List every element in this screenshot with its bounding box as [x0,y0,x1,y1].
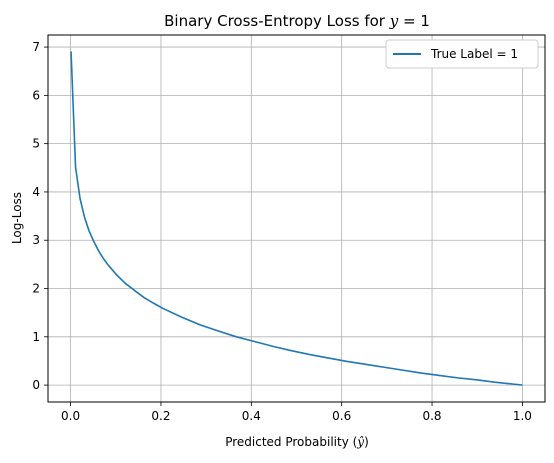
plot-area-frame [47,34,546,403]
y-tick-label: 0 [32,378,40,392]
y-axis-label: Log-Loss [10,192,24,244]
x-tick-label: 0.4 [242,409,261,423]
y-tick-label: 2 [32,282,40,296]
x-axis-label: Predicted Probability (ŷ) [225,435,369,449]
x-tick-label: 1.0 [513,409,532,423]
x-axis: 0.0 0.2 0.4 0.6 0.8 1.0 [61,402,532,423]
y-tick-label: 4 [32,185,40,199]
chart-title: Binary Cross-Entropy Loss for y = 1 [164,12,430,30]
y-tick-label: 6 [32,88,40,102]
legend-box [385,39,539,69]
series-lines [70,51,523,386]
y-axis: 0 1 2 3 4 5 6 7 [32,40,48,392]
y-tick-label: 3 [32,233,40,247]
y-tick-label: 1 [32,330,40,344]
x-tick-label: 0.2 [151,409,170,423]
y-tick-label: 5 [32,137,40,151]
y-tick-label: 7 [32,40,40,54]
legend-label: True Label = 1 [430,47,518,61]
x-tick-label: 0.8 [422,409,441,423]
x-tick-label: 0.6 [332,409,351,423]
x-tick-label: 0.0 [61,409,80,423]
legend: True Label = 1 [385,39,539,69]
series-line [70,51,523,386]
